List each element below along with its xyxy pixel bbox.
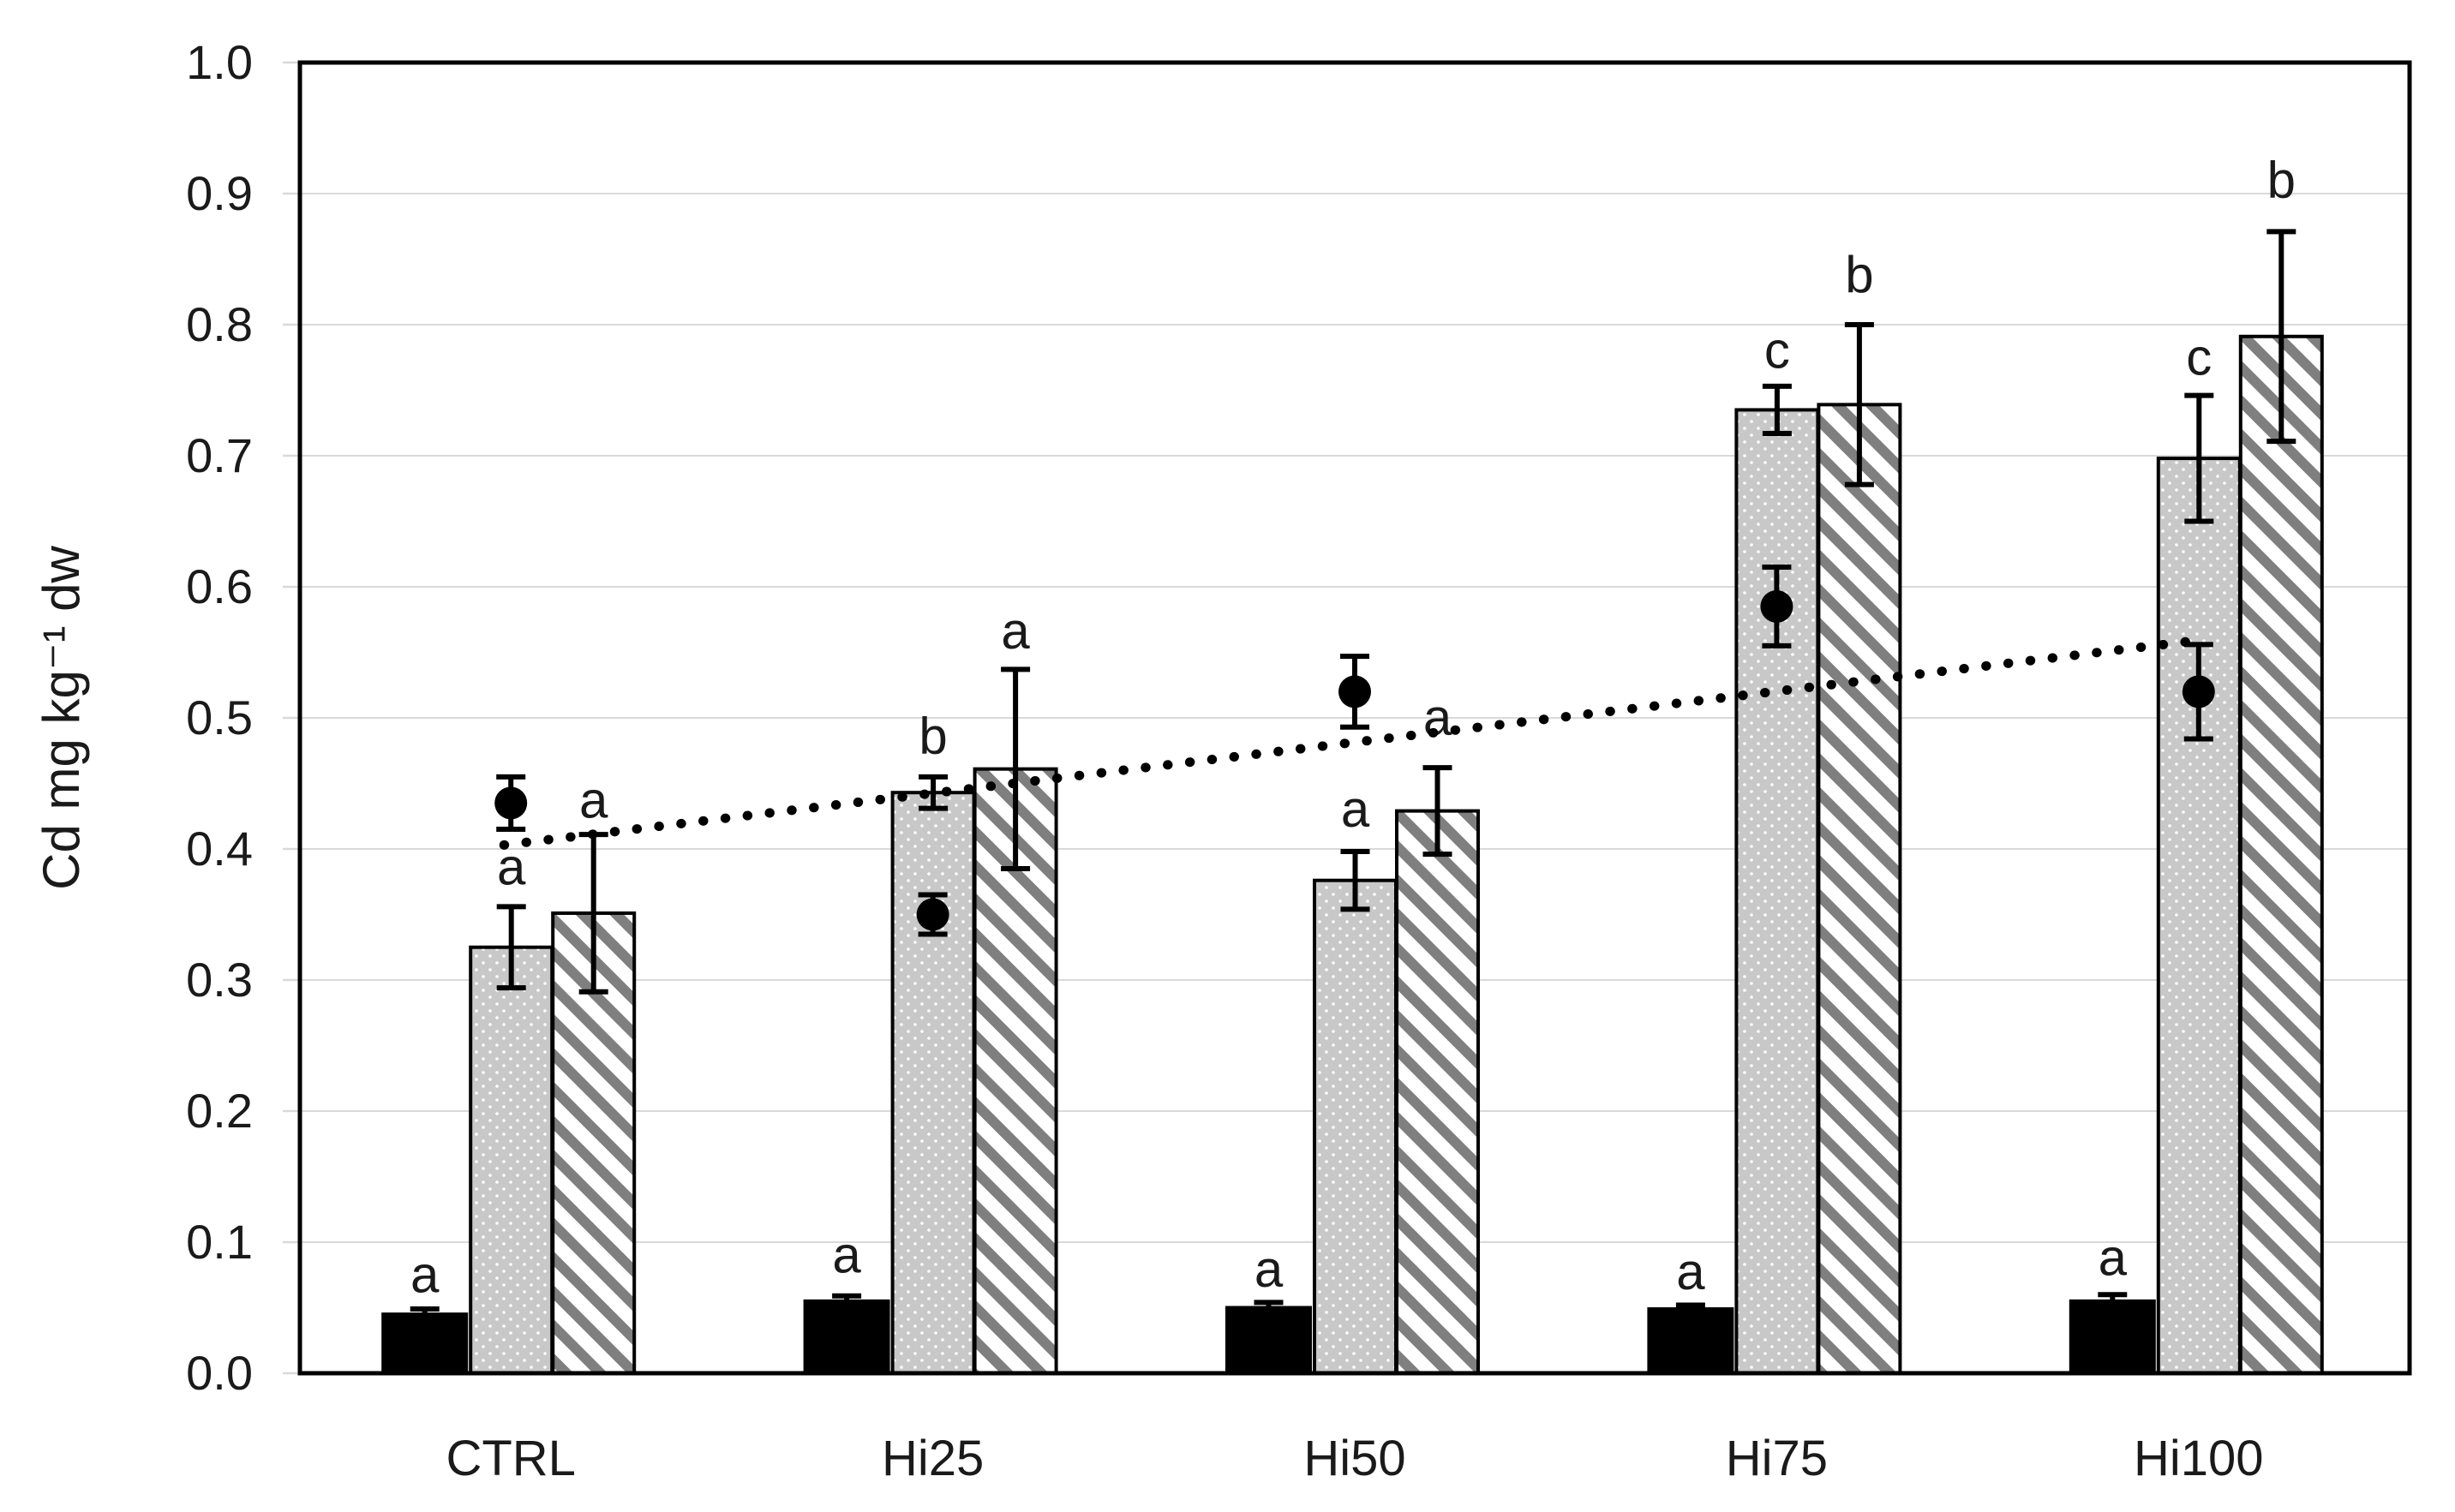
y-tick-label: 1.0 [186,35,253,89]
plot-border [297,60,2412,1376]
x-category-label-Hi100: Hi100 [2134,1431,2264,1486]
significance-letter: a [832,1226,861,1283]
x-category-label-Hi25: Hi25 [882,1431,984,1486]
bar-solid_black-Hi75 [1647,1307,1734,1376]
significance-letter: b [2267,152,2296,209]
significance-letter: b [1845,246,1873,303]
bar-solid_black-Hi25 [803,1299,890,1375]
y-tick-label: 0.8 [186,297,253,351]
significance-letter: a [1676,1243,1705,1300]
y-tick-label: 0.6 [186,559,253,613]
bar-grey_dotted-Hi75 [1734,408,1820,1376]
y-tick-label: 0.1 [186,1215,253,1269]
x-category-label-CTRL: CTRL [446,1431,575,1486]
bar-solid_black-Hi50 [1225,1306,1312,1375]
y-tick-label: 0.3 [186,953,253,1007]
scatter-dot-CTRL [494,786,528,820]
scatter-dot-Hi50 [1338,675,1371,708]
bar-diagonal_hatched-Hi100 [2238,334,2324,1375]
trendline [499,636,2191,850]
x-category-label-Hi50: Hi50 [1303,1431,1405,1486]
y-axis-title: Cd mg kg⁻¹ dw [33,545,90,889]
bar-grey_dotted-CTRL [469,945,554,1375]
y-tick-label: 0.5 [186,690,253,744]
significance-letter: a [1341,780,1370,838]
bar-grey_dotted-Hi25 [890,791,976,1375]
significance-letter: a [410,1246,440,1303]
scatter-dot-Hi25 [916,898,949,931]
y-tick-label: 0.0 [186,1346,253,1400]
scatter-dot-Hi100 [2182,675,2215,708]
significance-letter: a [1001,602,1030,660]
bar-grey_dotted-Hi100 [2156,457,2242,1375]
significance-letter: a [2099,1228,2128,1286]
significance-letter: a [1254,1240,1284,1298]
bar-grey_dotted-Hi50 [1313,878,1398,1375]
bar-diagonal_hatched-Hi75 [1817,403,1902,1376]
significance-letter: a [579,771,608,828]
bar-solid_black-Hi100 [2069,1299,2156,1375]
x-category-label-Hi75: Hi75 [1726,1431,1828,1486]
y-tick-label: 0.4 [186,822,253,876]
scatter-dot-Hi75 [1760,589,1793,623]
significance-letter: a [1423,689,1452,746]
y-tick-label: 0.7 [186,428,253,482]
significance-letter: b [919,707,947,764]
y-tick-label: 0.9 [186,166,253,220]
bar-diagonal_hatched-Hi50 [1395,809,1480,1375]
significance-letter: c [1764,322,1790,379]
y-tick-label: 0.2 [186,1084,253,1138]
significance-letter: c [2186,328,2212,385]
bar-solid_black-CTRL [381,1312,469,1376]
